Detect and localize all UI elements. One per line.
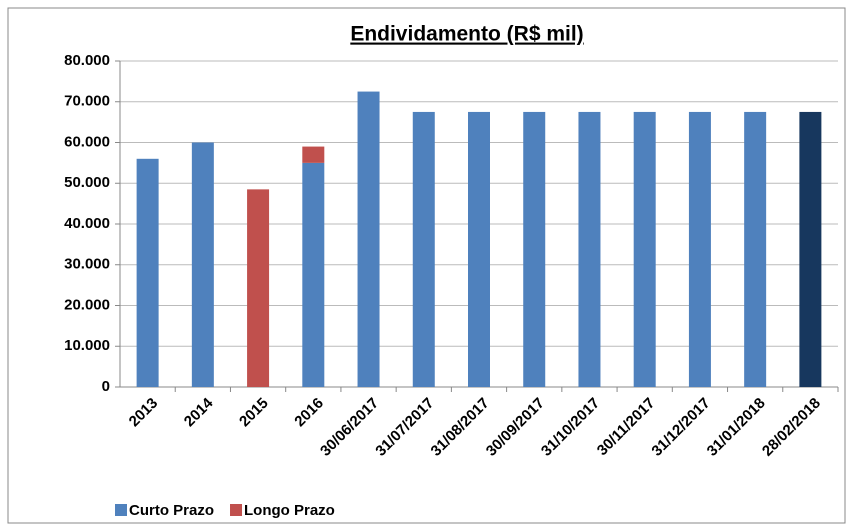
y-tick-label: 70.000 (64, 93, 110, 110)
bar (302, 162, 325, 387)
y-tick-label: 20.000 (64, 296, 110, 313)
legend-label: Longo Prazo (244, 502, 335, 519)
bar (578, 111, 601, 387)
bar (468, 111, 490, 387)
y-tick-label: 40.000 (64, 215, 110, 232)
y-tick-label: 60.000 (64, 133, 110, 150)
bar (247, 189, 270, 387)
bar (136, 158, 159, 387)
bar (688, 111, 711, 387)
chart-title: Endividamento (R$ mil) (350, 23, 583, 46)
legend-label: Curto Prazo (129, 502, 214, 519)
bar (744, 111, 767, 387)
y-tick-label: 80.000 (64, 52, 110, 69)
bar (357, 91, 380, 387)
y-tick-label: 30.000 (64, 256, 110, 273)
bar (302, 146, 325, 163)
bar (799, 111, 822, 387)
legend-swatch (230, 504, 243, 516)
y-tick-label: 10.000 (64, 337, 110, 354)
bar (633, 111, 656, 387)
bar (191, 142, 214, 387)
y-tick-label: 50.000 (64, 174, 110, 191)
bar (523, 111, 546, 387)
bar (412, 111, 435, 387)
legend-swatch (115, 504, 127, 516)
y-tick-label: 0 (102, 378, 110, 395)
